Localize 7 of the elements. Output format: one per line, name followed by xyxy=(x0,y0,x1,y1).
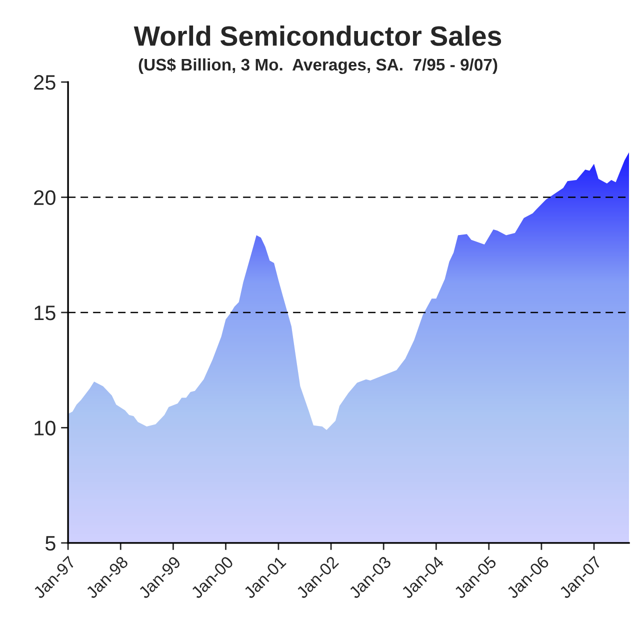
chart-title: World Semiconductor Sales xyxy=(134,26,502,46)
y-tick-label: 15 xyxy=(34,306,56,320)
y-tick-label: 25 xyxy=(34,75,56,90)
y-tick-label: 10 xyxy=(34,420,56,436)
chart-subtitle: (US$ Billion, 3 Mo. Averages, SA. 7/95 - 9/07) xyxy=(138,58,498,74)
y-tick-label: 5 xyxy=(45,536,56,551)
y-tick-label: 20 xyxy=(34,190,56,206)
